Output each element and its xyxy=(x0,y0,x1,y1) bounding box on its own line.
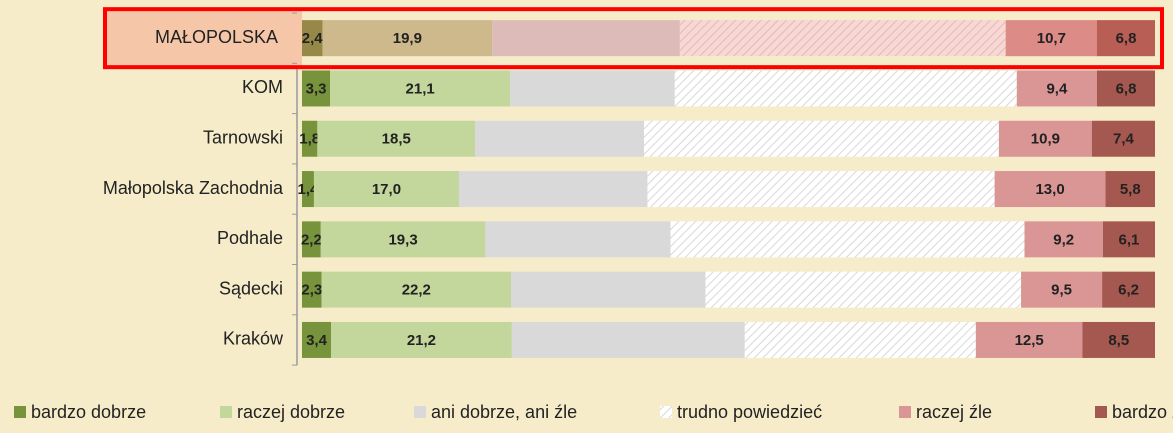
highlight-tint xyxy=(492,20,680,57)
bar-segment xyxy=(485,221,671,258)
data-label: 3,3 xyxy=(306,80,327,97)
data-label: 21,2 xyxy=(407,332,436,349)
data-label: 17,0 xyxy=(372,181,401,198)
bar-segment xyxy=(511,321,745,358)
bar-segment xyxy=(1082,321,1155,358)
bar-segment xyxy=(998,120,1092,157)
data-label: 13,0 xyxy=(1035,181,1064,198)
category-label: Tarnowski xyxy=(203,128,283,148)
data-label: 3,4 xyxy=(306,332,328,349)
legend-label: ani dobrze, ani źle xyxy=(431,402,577,422)
bar-segment xyxy=(302,70,331,107)
data-label: 6,1 xyxy=(1119,231,1140,248)
bar-segment xyxy=(994,171,1106,208)
highlight-tint xyxy=(679,20,1006,57)
bar-segment xyxy=(302,20,323,57)
bar-segment xyxy=(320,221,486,258)
data-label: 10,9 xyxy=(1031,131,1060,148)
bar-segment xyxy=(302,321,332,358)
bar-segment xyxy=(670,221,1025,258)
bar-segment xyxy=(744,321,976,358)
category-label: Podhale xyxy=(217,228,283,248)
legend-swatch xyxy=(660,406,672,418)
highlight-tint xyxy=(302,20,323,57)
highlight-tint xyxy=(1005,20,1097,57)
data-label: 6,8 xyxy=(1116,30,1137,47)
legend-label: raczej źle xyxy=(916,402,992,422)
data-label: 5,8 xyxy=(1120,181,1141,198)
bar-segment xyxy=(1005,20,1097,57)
legend-label: raczej dobrze xyxy=(237,402,345,422)
data-label: 2,4 xyxy=(302,30,324,47)
bar-segment xyxy=(475,120,645,157)
category-label: KOM xyxy=(242,77,283,97)
data-label: 21,1 xyxy=(406,80,435,97)
bar-segment xyxy=(1024,221,1103,258)
highlight-tint xyxy=(322,20,493,57)
legend-swatch xyxy=(1095,406,1107,418)
bar-segment xyxy=(510,271,706,308)
data-label: 19,3 xyxy=(388,231,417,248)
bar-segment xyxy=(322,20,493,57)
bar-segment xyxy=(1096,20,1155,57)
bar-segment xyxy=(331,321,512,358)
bar-segment xyxy=(302,120,318,157)
bar-segment xyxy=(1102,271,1155,308)
bar-segment xyxy=(1016,70,1097,107)
data-label: 7,4 xyxy=(1113,131,1135,148)
category-label: Sądecki xyxy=(219,278,283,298)
data-label: 9,5 xyxy=(1051,282,1072,299)
data-label: 19,9 xyxy=(393,30,422,47)
legend-swatch xyxy=(414,406,426,418)
bar-segment xyxy=(492,20,680,57)
bar-segment xyxy=(330,70,511,107)
data-label: 10,7 xyxy=(1037,30,1066,47)
bar-segment xyxy=(679,20,1006,57)
bar-segment xyxy=(1096,70,1155,107)
bar-segment xyxy=(1091,120,1155,157)
legend-label: bardzo źle xyxy=(1112,402,1173,422)
bar-segment xyxy=(1021,271,1103,308)
bar-segment xyxy=(1105,171,1155,208)
data-label: 6,2 xyxy=(1118,282,1139,299)
bar-segment xyxy=(302,171,314,208)
legend-swatch xyxy=(14,406,26,418)
data-label: 2,3 xyxy=(301,282,322,299)
legend-label: bardzo dobrze xyxy=(31,402,146,422)
data-label: 9,4 xyxy=(1046,80,1068,97)
data-label: 12,5 xyxy=(1015,332,1044,349)
bar-segment xyxy=(644,120,999,157)
bar-segment xyxy=(313,171,459,208)
data-label: 1,4 xyxy=(298,181,320,198)
bar-segment xyxy=(510,70,675,107)
data-label: 22,2 xyxy=(402,282,431,299)
bar-segment xyxy=(674,70,1017,107)
bar-segment xyxy=(705,271,1022,308)
bar-segment xyxy=(1102,221,1155,258)
data-label: 6,8 xyxy=(1116,80,1137,97)
highlight-frame xyxy=(103,7,1164,70)
data-label: 1,8 xyxy=(299,131,320,148)
bar-segment xyxy=(321,271,511,308)
bar-segment xyxy=(647,171,995,208)
category-label: Kraków xyxy=(223,329,284,349)
highlight-background xyxy=(107,9,302,68)
bar-segment xyxy=(975,321,1083,358)
legend-label: trudno powiedzieć xyxy=(677,402,822,422)
data-label: 9,2 xyxy=(1053,231,1074,248)
bar-segment xyxy=(302,221,321,258)
category-label: MAŁOPOLSKA xyxy=(155,27,278,47)
highlight-tint xyxy=(1096,20,1155,57)
data-label: 18,5 xyxy=(382,131,411,148)
legend-swatch xyxy=(220,406,232,418)
category-label: Małopolska Zachodnia xyxy=(103,178,284,198)
bar-segment xyxy=(458,171,648,208)
bar-segment xyxy=(317,120,476,157)
data-label: 8,5 xyxy=(1108,332,1129,349)
bar-segment xyxy=(302,271,322,308)
data-label: 2,2 xyxy=(301,231,322,248)
legend-swatch xyxy=(899,406,911,418)
